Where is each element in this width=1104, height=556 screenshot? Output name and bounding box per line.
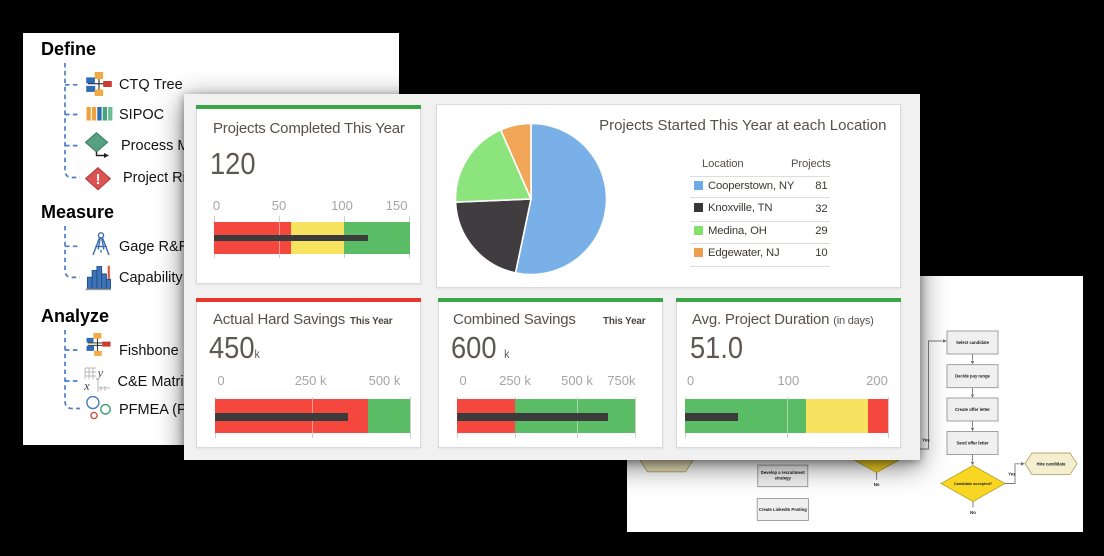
svg-text:Create offer letter: Create offer letter <box>955 407 990 412</box>
svg-text:Create LinkedIn Posting: Create LinkedIn Posting <box>759 507 807 512</box>
svg-text:strategy: strategy <box>775 476 792 481</box>
svg-text:No: No <box>970 510 976 515</box>
svg-text:Develop a recruitment: Develop a recruitment <box>761 470 806 475</box>
svg-text:Hire candidate: Hire candidate <box>1037 462 1067 467</box>
svg-text:Send offer letter: Send offer letter <box>956 441 988 446</box>
svg-text:Decide pay range: Decide pay range <box>955 374 990 379</box>
svg-text:Yes: Yes <box>1008 472 1016 477</box>
svg-text:Select candidate: Select candidate <box>956 340 990 345</box>
svg-text:Yes: Yes <box>922 438 930 443</box>
svg-text:y: y <box>96 367 104 380</box>
svg-text:No: No <box>874 482 880 487</box>
svg-text:Candidate accepted?: Candidate accepted? <box>954 482 993 486</box>
svg-text:!: ! <box>96 172 101 188</box>
svg-text:x: x <box>84 378 90 393</box>
